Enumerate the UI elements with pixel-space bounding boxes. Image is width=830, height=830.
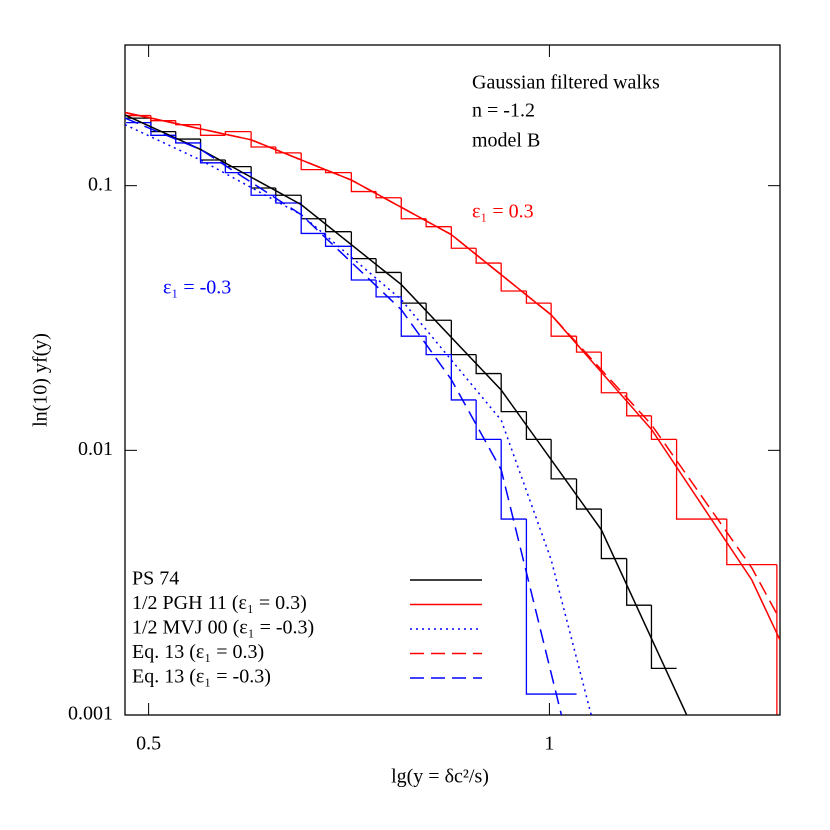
legend-label: 1/2 PGH 11 (ε₁ = 0.3) xyxy=(132,592,307,614)
histogram-step xyxy=(300,203,326,235)
series-line xyxy=(125,111,780,641)
legend-label: Eq. 13 (ε₁ = 0.3) xyxy=(132,641,264,663)
series-line xyxy=(125,117,563,715)
histogram-step xyxy=(400,197,427,220)
histogram-step xyxy=(475,248,502,264)
y-tick-label: 0.001 xyxy=(68,703,113,725)
y-axis-label: ln(10) yf(y) xyxy=(30,333,52,427)
histogram-step xyxy=(350,246,377,281)
histogram-step xyxy=(150,115,176,122)
histogram-step xyxy=(500,439,527,520)
histogram-step xyxy=(650,605,677,670)
histogram-step xyxy=(425,303,452,321)
histogram-step xyxy=(550,439,577,480)
histogram-step xyxy=(350,172,377,193)
histogram-step xyxy=(500,263,527,292)
annotation: n = -1.2 xyxy=(472,100,535,122)
histogram-step xyxy=(450,354,477,401)
histogram-step xyxy=(726,519,752,566)
histogram-step xyxy=(375,191,402,199)
x-tick-label: 1 xyxy=(544,733,554,755)
histogram-step xyxy=(475,354,502,375)
series-line xyxy=(125,111,780,621)
x-axis-label: lg(y = δc²/s) xyxy=(391,766,489,788)
histogram-step xyxy=(324,218,352,233)
histogram-step xyxy=(650,415,677,441)
histogram-step xyxy=(324,169,352,174)
x-tick-label: 0.5 xyxy=(136,733,161,755)
histogram-step xyxy=(600,509,627,560)
histogram-step xyxy=(175,120,201,126)
histogram-step xyxy=(175,131,201,140)
legend-label: 1/2 MVJ 00 (ε₁ = -0.3) xyxy=(132,617,314,639)
histogram-step xyxy=(324,233,352,247)
histogram-step xyxy=(425,336,452,356)
histogram-step xyxy=(500,373,527,413)
legend-label: Eq. 13 (ε₁ = -0.3) xyxy=(132,666,271,688)
histogram-step xyxy=(525,411,552,441)
y-tick-label: 0.1 xyxy=(88,173,113,195)
plot-area xyxy=(125,111,780,715)
histogram-step xyxy=(600,352,627,394)
histogram-step xyxy=(375,258,402,274)
histogram-step xyxy=(626,558,652,606)
legend-label: PS 74 xyxy=(132,568,179,590)
histogram-step xyxy=(575,336,602,353)
histogram-step xyxy=(525,519,552,695)
annotation: ε₁ = 0.3 xyxy=(472,201,534,223)
histogram-step xyxy=(300,152,326,171)
annotation: Gaussian filtered walks xyxy=(472,72,660,94)
annotation: ε₁ = -0.3 xyxy=(163,277,231,299)
histogram-step xyxy=(275,187,302,196)
y-tick-label: 0.01 xyxy=(78,438,113,460)
histogram-step xyxy=(250,172,276,196)
annotation: model B xyxy=(472,130,540,152)
plot-frame xyxy=(124,44,781,716)
series-line xyxy=(125,114,688,715)
histogram-step xyxy=(575,478,602,510)
histogram-step xyxy=(475,399,502,441)
